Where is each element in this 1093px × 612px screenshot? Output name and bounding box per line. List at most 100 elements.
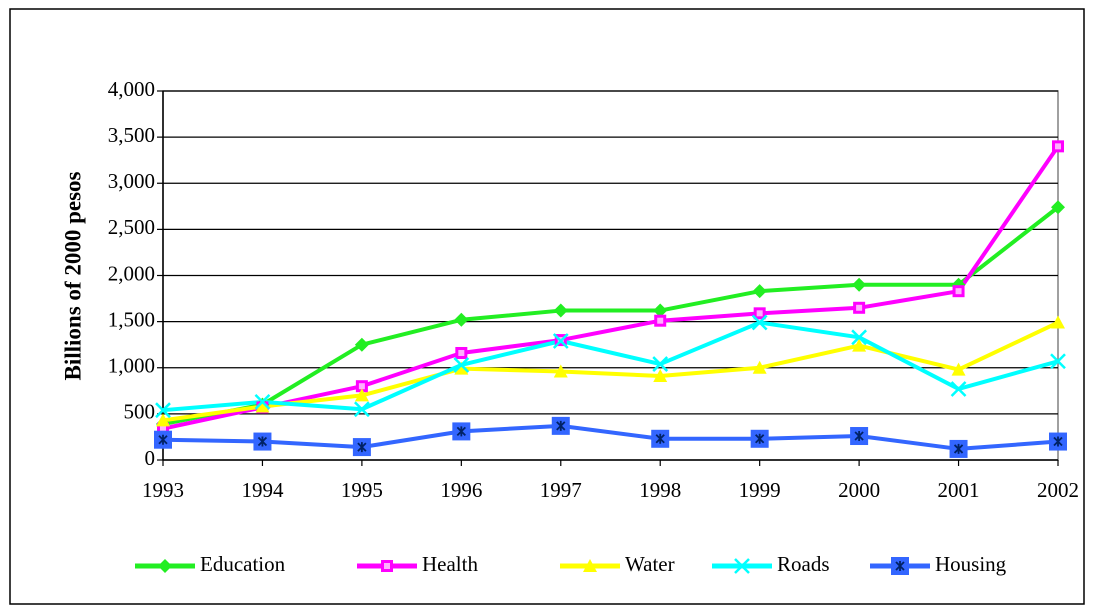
x-tick-label: 1996 [440, 478, 482, 502]
marker [652, 356, 669, 372]
series-line [162, 320, 1059, 423]
marker [156, 413, 170, 427]
marker-shape [453, 357, 470, 373]
marker-inner [357, 442, 367, 453]
y-tick-label: 4,000 [108, 77, 155, 101]
marker [1049, 432, 1067, 451]
series-line [162, 145, 1060, 431]
marker [651, 429, 670, 448]
marker [852, 338, 867, 352]
marker [1051, 315, 1065, 329]
marker-shape [354, 337, 369, 352]
marker-inner [755, 433, 765, 444]
marker-shape [653, 369, 668, 383]
marker [653, 303, 668, 318]
marker [752, 360, 767, 374]
legend-label: Water [625, 552, 675, 576]
marker-inner [257, 436, 268, 447]
marker [454, 312, 469, 327]
legend-label: Education [200, 552, 286, 576]
marker [354, 337, 369, 352]
marker [1051, 200, 1065, 215]
marker [454, 361, 469, 375]
marker [254, 393, 271, 410]
marker-shape [950, 381, 967, 397]
marker [452, 422, 471, 441]
series-line [162, 423, 1059, 451]
marker [1050, 353, 1066, 370]
marker-shape [155, 402, 171, 419]
marker [750, 429, 769, 448]
marker-shape [553, 303, 568, 318]
marker [951, 362, 966, 376]
marker-shape [583, 559, 597, 572]
marker [551, 416, 570, 435]
marker-inner [854, 431, 864, 442]
marker [752, 284, 767, 299]
marker-inner [953, 443, 964, 454]
marker [1052, 140, 1064, 153]
marker-shape [454, 312, 469, 327]
marker-shape [354, 401, 370, 418]
y-tick-label: 3,500 [108, 123, 155, 147]
y-tick-label: 0 [145, 446, 156, 470]
marker [255, 399, 270, 413]
marker-inner [456, 426, 466, 437]
marker-inner [895, 561, 905, 571]
marker [354, 388, 369, 402]
marker [952, 285, 965, 298]
y-tick-label: 1,500 [108, 307, 155, 331]
marker-inner [556, 420, 566, 431]
y-tick-label: 500 [124, 400, 156, 424]
marker-shape [734, 558, 750, 574]
marker [453, 357, 470, 373]
y-tick-label: 3,000 [108, 169, 155, 193]
marker-inner [1053, 436, 1063, 447]
marker [253, 432, 272, 451]
marker [891, 557, 909, 575]
marker-shape [752, 360, 767, 374]
marker-shape [454, 361, 469, 375]
x-tick-label: 1995 [341, 478, 383, 502]
marker-shape [851, 329, 867, 346]
marker-shape [1051, 200, 1065, 215]
marker [583, 559, 597, 572]
marker [553, 303, 568, 318]
marker [851, 329, 867, 346]
y-tick-label: 2,000 [108, 261, 155, 285]
marker-inner [158, 434, 168, 445]
marker-inner [856, 304, 863, 311]
marker-shape [852, 277, 867, 292]
marker [155, 402, 171, 419]
legend-label: Housing [935, 552, 1007, 576]
marker-shape [254, 393, 271, 410]
x-tick-label: 1993 [142, 478, 184, 502]
marker [850, 427, 869, 446]
marker [734, 558, 750, 574]
legend-label: Health [422, 552, 478, 576]
marker-inner [458, 349, 465, 356]
series-line [162, 205, 1060, 426]
marker-shape [653, 303, 668, 318]
marker-inner [955, 288, 962, 295]
marker-inner [655, 433, 665, 444]
series-line [162, 320, 1059, 413]
marker [354, 401, 370, 418]
x-tick-label: 1994 [241, 478, 284, 502]
x-tick-label: 1997 [540, 478, 582, 502]
marker-shape [852, 338, 867, 352]
marker-shape [951, 362, 966, 376]
marker-shape [354, 388, 369, 402]
y-tick-label: 1,000 [108, 354, 155, 378]
marker-shape [158, 559, 172, 573]
marker [653, 369, 668, 383]
marker-shape [652, 356, 669, 372]
marker [853, 301, 866, 314]
marker-shape [255, 399, 270, 413]
marker-shape [1050, 353, 1066, 370]
marker [852, 277, 867, 292]
legend-label: Roads [777, 552, 830, 576]
x-tick-label: 1999 [739, 478, 781, 502]
marker-inner [756, 310, 763, 317]
